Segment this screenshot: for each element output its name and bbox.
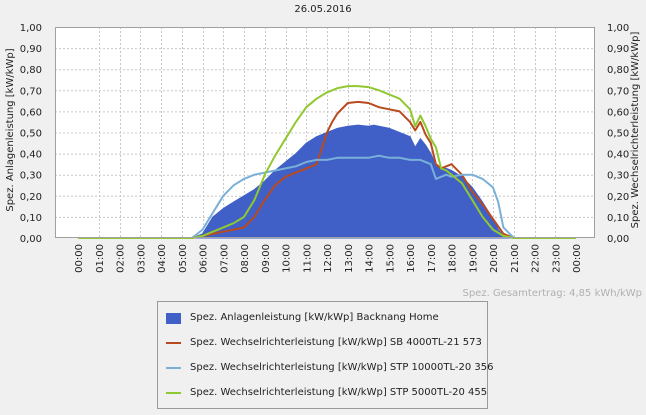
y-tick-label-right: 0,70 [607, 86, 629, 97]
legend-label: Spez. Anlagenleistung [kW/kWp] Backnang … [190, 312, 439, 323]
y-tick-label-right: 1,00 [607, 23, 629, 34]
x-tick-label: 00:00 [74, 244, 85, 273]
x-tick-label: 03:00 [136, 244, 147, 273]
x-tick-label: 01:00 [95, 244, 106, 273]
x-tick-label: 09:00 [261, 244, 272, 273]
y-tick-label-left: 0,80 [20, 65, 42, 76]
x-tick-label: 18:00 [448, 244, 459, 273]
x-axis: 00:00 01:00 02:00 03:00 04:00 05:00 06:00 07:00… [74, 244, 583, 273]
x-tick-label: 06:00 [199, 244, 210, 273]
chart-title: 26.05.2016 [294, 4, 351, 15]
x-tick-label: 20:00 [489, 244, 500, 273]
y-tick-label-right: 0,60 [607, 107, 629, 118]
x-tick-label: 13:00 [344, 244, 355, 273]
legend: Spez. Anlagenleistung [kW/kWp] Backnang … [157, 301, 493, 409]
total-yield-label: Spez. Gesamtertrag: 4,85 kWh/kWp [462, 288, 642, 299]
x-tick-label: 21:00 [510, 244, 521, 273]
x-tick-label: 04:00 [157, 244, 168, 273]
series-area-0 [78, 124, 576, 239]
legend-swatch-line [166, 367, 181, 369]
y-axis-left-label: Spez. Anlagenleistung [kW/kWp] [5, 48, 16, 211]
legend-label: Spez. Wechselrichterleistung [kW/kWp] ST… [190, 387, 488, 398]
y-axis-right: 0,00 0,10 0,20 0,30 0,40 0,50 0,60 0,70 0,80 0,90… [607, 23, 629, 245]
x-tick-label: 12:00 [323, 244, 334, 273]
y-tick-label-left: 0,30 [20, 171, 42, 182]
x-tick-label: 17:00 [427, 244, 438, 273]
series-layer [78, 85, 576, 239]
series-line-2 [78, 154, 576, 239]
x-tick-label: 22:00 [531, 244, 542, 273]
series-line-1 [78, 100, 576, 239]
series-line-3 [78, 85, 576, 239]
plot-border [55, 27, 595, 238]
x-tick-label: 19:00 [468, 244, 479, 273]
y-tick-label-left: 0,50 [20, 129, 42, 140]
y-tick-label-right: 0,80 [607, 65, 629, 76]
y-tick-label-right: 0,90 [607, 44, 629, 55]
y-tick-label-right: 0,50 [607, 129, 629, 140]
x-tick-label: 16:00 [406, 244, 417, 273]
x-tick-label: 05:00 [178, 244, 189, 273]
legend-label: Spez. Wechselrichterleistung [kW/kWp] SB… [190, 337, 482, 348]
y-tick-label-left: 0,20 [20, 192, 42, 203]
y-tick-label-right: 0,40 [607, 150, 629, 161]
x-tick-label: 14:00 [365, 244, 376, 273]
x-tick-label: 11:00 [302, 244, 313, 273]
y-tick-label-left: 0,90 [20, 44, 42, 55]
x-tick-label: 23:00 [551, 244, 562, 273]
y-tick-label-right: 0,30 [607, 171, 629, 182]
legend-swatch-area [166, 313, 181, 324]
y-tick-label-left: 0,00 [20, 234, 42, 245]
x-tick-label: 02:00 [116, 244, 127, 273]
y-axis-right-label: Spez. Wechselrichterleistung [kW/kWp] [630, 32, 641, 229]
y-tick-label-left: 1,00 [20, 23, 42, 34]
y-tick-label-right: 0,20 [607, 192, 629, 203]
x-tick-label: 10:00 [282, 244, 293, 273]
y-tick-label-left: 0,60 [20, 107, 42, 118]
y-tick-label-right: 0,00 [607, 234, 629, 245]
x-tick-label: 08:00 [240, 244, 251, 273]
y-tick-label-right: 0,10 [607, 213, 629, 224]
legend-swatch-line [166, 392, 181, 394]
x-tick-label: 00:00 [572, 244, 583, 273]
y-tick-label-left: 0,10 [20, 213, 42, 224]
y-tick-label-left: 0,70 [20, 86, 42, 97]
y-axis-left: 0,00 0,10 0,20 0,30 0,40 0,50 0,60 0,70 0,80 0,90… [20, 23, 42, 245]
x-tick-label: 07:00 [219, 244, 230, 273]
x-tick-label: 15:00 [385, 244, 396, 273]
legend-swatch-line [166, 342, 181, 344]
y-tick-label-left: 0,40 [20, 150, 42, 161]
legend-label: Spez. Wechselrichterleistung [kW/kWp] ST… [190, 362, 494, 373]
